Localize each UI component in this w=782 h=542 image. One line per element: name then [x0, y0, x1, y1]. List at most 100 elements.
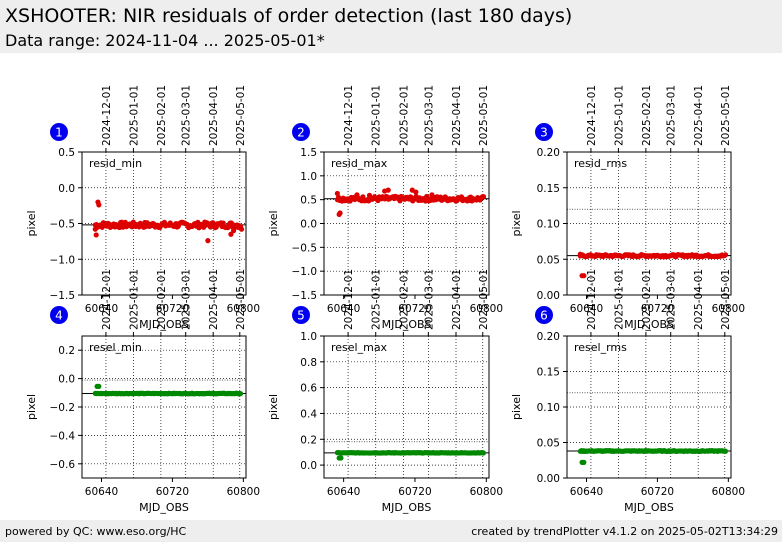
- outlier-point: [429, 192, 435, 198]
- y-tick-label: 0.0: [58, 374, 75, 386]
- y-tick-label: −1.0: [292, 266, 318, 278]
- y-tick-label: 0.15: [537, 367, 560, 379]
- date-tick-label: 2025-01-01: [128, 85, 140, 146]
- y-tick-label: 0.6: [300, 383, 317, 395]
- date-tick-label: 2024-12-01: [586, 85, 598, 146]
- y-tick-label: 0.00: [537, 290, 560, 302]
- date-tick-label: 2025-03-01: [666, 85, 678, 146]
- data-point: [480, 193, 487, 200]
- date-tick-label: 2025-04-01: [451, 269, 463, 330]
- outlier-point: [238, 226, 245, 232]
- panel-number-badge: [535, 306, 553, 324]
- date-tick-label: 2025-03-01: [423, 269, 435, 330]
- page-title: XSHOOTER: NIR residuals of order detecti…: [5, 5, 573, 27]
- outlier-point: [581, 459, 587, 465]
- y-tick-label: −1.0: [50, 254, 76, 266]
- y-tick-label: −0.5: [292, 242, 318, 254]
- y-tick-label: −1.5: [50, 290, 76, 302]
- panel-number-badge: [50, 306, 68, 324]
- y-axis-label: pixel: [267, 210, 280, 236]
- date-tick-label: 2025-05-01: [478, 269, 490, 330]
- y-tick-label: 0.20: [537, 147, 560, 159]
- chart-panel-4: 2024-12-01 2025-01-01 2025-02-01 2025-03-01…: [25, 269, 260, 514]
- y-tick-label: −1.5: [292, 290, 318, 302]
- date-tick-label: 2025-02-01: [398, 85, 410, 146]
- y-tick-label: 0.20: [537, 331, 560, 343]
- x-tick-label: 60640: [570, 303, 603, 315]
- panel-label: resid_min: [89, 157, 142, 170]
- outlier-point: [338, 455, 344, 461]
- panel-label: resel_rms: [574, 341, 627, 354]
- outlier-point: [93, 232, 99, 238]
- x-axis-label: MJD_OBS: [624, 318, 674, 331]
- panel-label: resid_rms: [574, 157, 627, 170]
- panel-number: 5: [297, 309, 305, 323]
- y-tick-label: 0.0: [58, 183, 75, 195]
- y-tick-label: 0.4: [300, 408, 317, 420]
- panel-number-badge: [535, 123, 553, 141]
- panel-number: 1: [55, 126, 63, 140]
- chart-panel-2: 2024-12-01 2025-01-01 2025-02-01 2025-03-01…: [267, 85, 503, 331]
- y-tick-label: 0.10: [537, 402, 560, 414]
- date-tick-label: 2025-01-01: [371, 85, 383, 146]
- date-tick-label: 2025-05-01: [235, 269, 247, 330]
- outlier-point: [413, 189, 419, 195]
- x-tick-label: 60640: [327, 486, 360, 498]
- panel-number-badge: [292, 306, 310, 324]
- y-tick-label: 0.00: [537, 473, 560, 485]
- date-tick-label: 2025-03-01: [181, 85, 193, 146]
- y-axis-label: pixel: [267, 394, 280, 420]
- panel-label: resel_max: [331, 341, 388, 354]
- x-tick-label: 60800: [712, 303, 745, 315]
- date-tick-label: 2025-05-01: [720, 269, 732, 330]
- data-range-subtitle: Data range: 2024-11-04 ... 2025-05-01*: [5, 31, 325, 50]
- date-tick-label: 2025-01-01: [613, 269, 625, 330]
- outlier-point: [96, 383, 102, 390]
- outlier-point: [96, 202, 102, 208]
- date-tick-label: 2025-04-01: [208, 269, 220, 330]
- x-axis-label: MJD_OBS: [382, 501, 432, 514]
- y-tick-label: −0.6: [50, 459, 76, 471]
- panel-label: resid_max: [331, 157, 388, 170]
- panel-number: 2: [297, 126, 305, 140]
- x-tick-label: 60640: [85, 303, 118, 315]
- x-tick-label: 60800: [470, 303, 503, 315]
- date-tick-label: 2025-02-01: [398, 269, 410, 330]
- date-tick-label: 2025-03-01: [666, 269, 678, 330]
- outlier-point: [228, 231, 234, 237]
- date-tick-label: 2025-05-01: [720, 85, 732, 146]
- outlier-point: [577, 251, 583, 257]
- y-tick-label: 0.5: [58, 147, 75, 159]
- data-point: [722, 448, 729, 454]
- date-tick-label: 2024-12-01: [343, 269, 355, 330]
- y-axis-label: pixel: [25, 394, 38, 420]
- date-tick-label: 2025-02-01: [641, 269, 653, 330]
- date-tick-label: 2025-04-01: [693, 269, 705, 330]
- date-tick-label: 2025-02-01: [156, 85, 168, 146]
- date-tick-label: 2025-02-01: [641, 85, 653, 146]
- outlier-point: [334, 190, 340, 197]
- data-point: [237, 391, 244, 397]
- panel-number: 4: [55, 309, 63, 323]
- date-tick-label: 2025-02-01: [156, 269, 168, 330]
- x-tick-label: 60720: [641, 486, 674, 498]
- x-axis-label: MJD_OBS: [382, 318, 432, 331]
- outlier-point: [230, 228, 237, 234]
- date-tick-label: 2025-03-01: [181, 269, 193, 330]
- panel-number-badge: [292, 123, 310, 141]
- chart-panel-1: 2024-12-01 2025-01-01 2025-02-01 2025-03-01…: [25, 85, 260, 331]
- x-axis-label: MJD_OBS: [624, 501, 674, 514]
- y-tick-label: −0.4: [50, 430, 76, 442]
- y-axis-label: pixel: [510, 210, 523, 236]
- date-tick-label: 2025-01-01: [371, 269, 383, 330]
- panel-number: 3: [540, 126, 548, 140]
- y-tick-label: 0.05: [537, 254, 560, 266]
- outlier-point: [205, 238, 211, 244]
- x-tick-label: 60640: [85, 486, 118, 498]
- chart-panel-3: 2024-12-01 2025-01-01 2025-02-01 2025-03-01…: [510, 85, 745, 331]
- x-tick-label: 60720: [398, 303, 431, 315]
- y-tick-label: 0.10: [537, 219, 560, 231]
- date-tick-label: 2025-01-01: [128, 269, 140, 330]
- data-point: [480, 450, 487, 456]
